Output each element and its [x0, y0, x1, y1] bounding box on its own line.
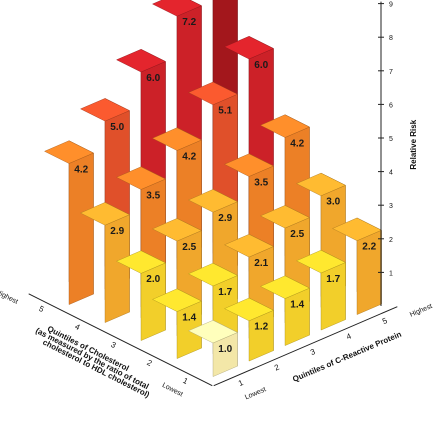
- relative-risk-tick-label: 3: [389, 203, 393, 210]
- bar-top-face: [152, 288, 202, 312]
- bar-value-label: 5.0: [110, 122, 124, 133]
- cholesterol-tick-label: 2: [145, 358, 154, 368]
- bar-top-face: [116, 250, 166, 274]
- bar-top-face: [44, 140, 94, 164]
- bar-value-label: 4.2: [290, 138, 304, 149]
- bar-value-label: 2.5: [290, 229, 304, 240]
- bar-top-face: [188, 320, 238, 344]
- bar-value-label: 1.0: [218, 344, 232, 355]
- bar-chol-1-crp-1: 1.0: [188, 319, 238, 377]
- bar-top-face: [152, 0, 202, 17]
- bar-chol-1-crp-4: 1.7: [296, 249, 346, 331]
- crp-tick-label: 4: [345, 331, 353, 341]
- cholesterol-tick-label: 4: [73, 322, 82, 332]
- bar-value-label: 1.7: [218, 287, 232, 298]
- cholesterol-tick-label: 5: [37, 304, 46, 314]
- cholesterol-tick-label: 3: [109, 340, 118, 350]
- bar-chol-2-crp-1: 1.4: [152, 288, 202, 359]
- bar-top-face: [260, 114, 310, 138]
- bar-top-face: [296, 249, 346, 274]
- cholesterol-tick-label: 1: [181, 376, 190, 386]
- bar-value-label: 1.4: [290, 299, 304, 310]
- bar-top-face: [224, 297, 274, 322]
- bar-value-label: 3.5: [146, 190, 160, 201]
- bar-value-label: 3.5: [254, 177, 268, 188]
- relative-risk-tick-label: 6: [389, 102, 393, 109]
- bar-top-face: [80, 202, 130, 226]
- relative-risk-tick-label: 2: [389, 237, 393, 244]
- bar-value-label: 2.0: [146, 274, 160, 285]
- bar-value-label: 1.7: [326, 274, 340, 285]
- relative-risk-tick-label: 9: [389, 2, 393, 9]
- bar-chol-1-crp-3: 1.4: [260, 275, 310, 346]
- bar-top-face: [260, 205, 310, 229]
- bar-top-face: [188, 262, 238, 287]
- relative-risk-tick-label: 8: [389, 35, 393, 42]
- relative-risk-tick-label: 7: [389, 69, 393, 76]
- cholesterol-axis-lowest-label: Lowest: [161, 382, 184, 398]
- bar-value-label: 2.5: [182, 242, 196, 253]
- bar-value-label: 2.9: [110, 226, 124, 237]
- bar-top-face: [332, 217, 382, 241]
- bar-top-face: [116, 49, 166, 73]
- bar-value-label: 2.1: [254, 258, 268, 269]
- bar-front-face: [68, 152, 94, 305]
- bar-top-face: [152, 218, 202, 242]
- crp-tick-label: 1: [237, 378, 245, 388]
- bar-top-face: [224, 234, 274, 258]
- cholesterol-axis-highest-label: Highest: [0, 289, 19, 306]
- relative-risk-tick-label: 1: [389, 270, 393, 277]
- bar-top-face: [224, 153, 274, 177]
- crp-axis-lowest-label: Lowest: [244, 386, 267, 401]
- crp-tick-label: 2: [273, 362, 281, 372]
- bar-chol-5-crp-1: 4.2: [44, 140, 94, 305]
- bar-top-face: [224, 36, 274, 60]
- bar-top-face: [116, 166, 166, 190]
- bar-value-label: 6.0: [254, 60, 268, 71]
- bar-value-label: 5.1: [218, 106, 232, 117]
- bar-chol-4-crp-1: 2.9: [80, 202, 130, 323]
- crp-tick-label: 3: [309, 347, 317, 357]
- bar-value-label: 1.4: [182, 312, 196, 323]
- bar-value-label: 2.9: [218, 213, 232, 224]
- crp-axis-highest-label: Highest: [409, 303, 434, 319]
- crp-tick-label: 5: [381, 316, 389, 326]
- bar-value-label: 6.0: [146, 73, 160, 84]
- bar-chol-3-crp-1: 2.0: [116, 250, 166, 341]
- relative-risk-axis-title: Relative Risk: [409, 119, 418, 169]
- bar-value-label: 4.2: [182, 151, 196, 162]
- bar-top-face: [80, 98, 130, 122]
- relative-risk-axis: Relative Risk 1 2 3 4 5 6 7 8 9: [378, 1, 418, 306]
- bar-value-label: 1.2: [254, 322, 268, 333]
- crp-axis-line: [213, 306, 398, 387]
- bar-top-face: [296, 172, 346, 197]
- cholesterol-axis-line: [28, 293, 213, 387]
- bar-front-face: [320, 262, 346, 331]
- relative-risk-tick-label: 5: [389, 136, 393, 143]
- bar-top-face: [260, 275, 310, 299]
- bars-layer: 8.77.26.06.05.14.25.04.23.53.04.23.52.92…: [44, 0, 382, 377]
- bar-top-face: [188, 81, 238, 106]
- bar-value-label: 2.2: [362, 241, 376, 252]
- bar-top-face: [188, 189, 238, 213]
- bar-value-label: 3.0: [326, 197, 340, 208]
- bar-chol-1-crp-2: 1.2: [224, 297, 274, 362]
- bar-top-face: [152, 127, 202, 151]
- bar-value-label: 7.2: [182, 17, 196, 28]
- relative-risk-tick-label: 4: [389, 170, 393, 177]
- bar-value-label: 4.2: [74, 164, 88, 175]
